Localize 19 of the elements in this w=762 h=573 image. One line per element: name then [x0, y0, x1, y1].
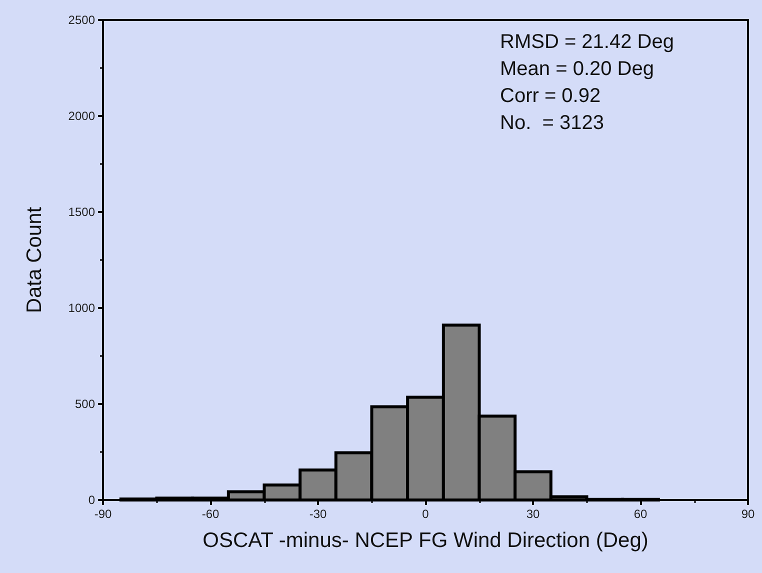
x-axis-title: OSCAT -minus- NCEP FG Wind Direction (Deg) — [202, 529, 648, 552]
y-tick-label: 1500 — [68, 205, 96, 219]
x-tick-label: 60 — [634, 507, 648, 521]
x-tick-label: 0 — [422, 507, 430, 521]
x-tick-label: 90 — [741, 507, 755, 521]
x-tick-label: -90 — [94, 507, 112, 521]
annotation: Mean = 0.20 Deg — [500, 58, 654, 80]
annotation: Corr = 0.92 — [500, 85, 601, 107]
annotation: No. = 3123 — [500, 112, 604, 134]
annotation: RMSD = 21.42 Deg — [500, 31, 674, 53]
y-tick-label: 1000 — [68, 301, 96, 315]
x-tick-label: -30 — [309, 507, 327, 521]
y-tick-label: 2000 — [68, 109, 96, 123]
x-tick-label: -60 — [202, 507, 220, 521]
y-tick-label: 0 — [88, 493, 96, 507]
x-tick-label: 30 — [526, 507, 540, 521]
y-tick-label: 500 — [74, 397, 96, 411]
y-axis-title: Data Count — [23, 206, 46, 314]
y-tick-label: 2500 — [68, 13, 96, 27]
